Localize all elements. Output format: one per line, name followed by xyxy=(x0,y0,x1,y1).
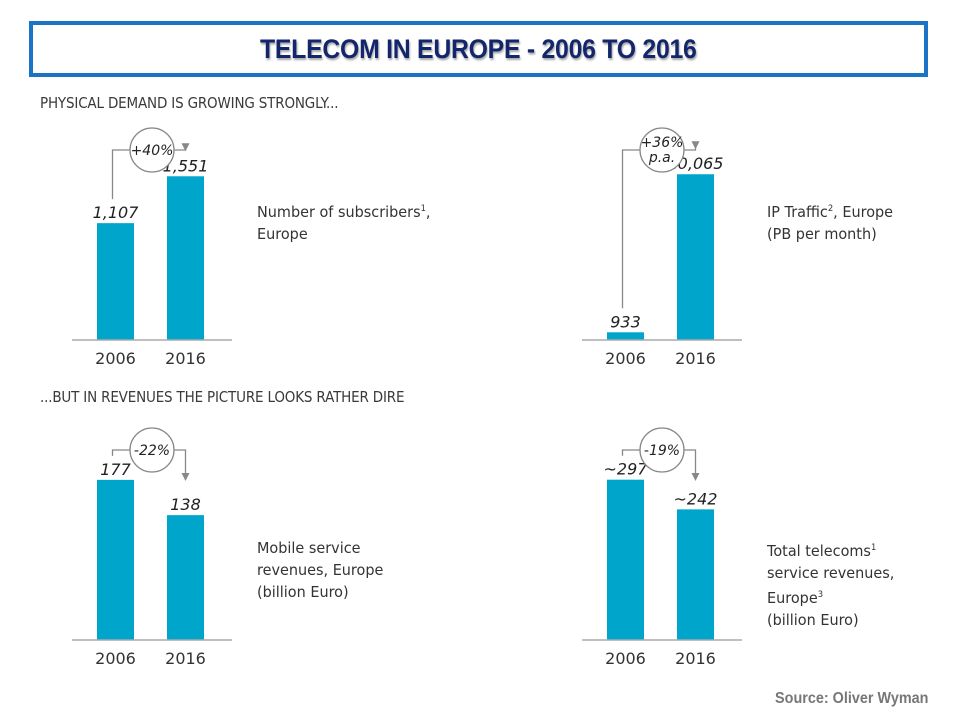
change-label: -19% xyxy=(644,443,680,459)
category-label: 2006 xyxy=(95,649,136,668)
desc-line: service revenues, xyxy=(767,564,895,583)
bracket-left-line xyxy=(111,449,130,456)
section-heading-demand: PHYSICAL DEMAND IS GROWING STRONGLY... xyxy=(40,94,339,112)
bar-2006 xyxy=(97,479,134,640)
arrow-head-icon xyxy=(691,473,700,481)
footnote-marker: 1 xyxy=(870,543,877,553)
value-label: 138 xyxy=(170,495,201,514)
category-label: 2016 xyxy=(165,649,206,668)
chart-desc-total: Total telecoms1 service revenues, Europe… xyxy=(767,537,894,631)
section-heading-revenues: ...BUT IN REVENUES THE PICTURE LOOKS RAT… xyxy=(40,388,405,406)
page-title: TELECOM IN EUROPE - 2006 TO 2016 xyxy=(260,33,697,64)
footnote-marker: 2 xyxy=(827,204,834,214)
change-label: p.a. xyxy=(648,150,675,166)
desc-line: (PB per month) xyxy=(767,225,877,244)
desc-line: IP Traffic xyxy=(767,203,828,222)
arrow-head-icon xyxy=(691,141,700,150)
bracket-left-line xyxy=(621,449,640,456)
chart-desc-subscribers: Number of subscribers1, Europe xyxy=(257,203,431,244)
bracket-left-line xyxy=(621,149,640,309)
desc-line: (billion Euro) xyxy=(767,611,859,630)
change-label: +40% xyxy=(131,143,174,159)
desc-line: Number of subscribers xyxy=(257,203,421,222)
title-box: TELECOM IN EUROPE - 2006 TO 2016 xyxy=(29,21,928,77)
value-label: ~297 xyxy=(604,460,649,479)
bar-2016 xyxy=(677,509,714,640)
category-label: 2016 xyxy=(675,349,716,368)
change-circle xyxy=(639,427,685,473)
change-label: +36% xyxy=(641,135,684,151)
desc-line: Europe xyxy=(767,589,818,608)
footnote-marker: 1 xyxy=(420,204,426,214)
change-circle xyxy=(639,127,685,173)
category-label: 2016 xyxy=(675,649,716,668)
arrow-head-icon xyxy=(181,143,190,152)
arrow-head-icon xyxy=(181,473,190,481)
category-label: 2006 xyxy=(605,349,646,368)
desc-line: Mobile service xyxy=(257,539,361,557)
chart-desc-ip-traffic: IP Traffic2, Europe (PB per month) xyxy=(767,203,894,244)
change-label: -22% xyxy=(134,443,170,459)
change-circle xyxy=(129,427,175,473)
bar-2006 xyxy=(607,479,644,640)
footnote-marker: 3 xyxy=(817,590,824,601)
value-label: 1,107 xyxy=(93,203,140,222)
desc-line: Europe xyxy=(257,225,308,244)
bar-2016 xyxy=(167,515,204,640)
bracket-left-line xyxy=(111,149,130,200)
desc-line: revenues, Europe xyxy=(257,561,384,579)
bracket-right-line xyxy=(684,449,697,474)
bracket-right-line xyxy=(174,449,187,474)
desc-line: (billion Euro) xyxy=(257,583,349,601)
bar-2016 xyxy=(167,176,204,340)
bar-2006 xyxy=(97,223,134,340)
source-note: Source: Oliver Wyman xyxy=(774,690,928,707)
category-label: 2006 xyxy=(605,649,646,668)
change-circle xyxy=(129,127,175,173)
value-label: 1,551 xyxy=(163,156,209,175)
value-label: 177 xyxy=(100,460,131,479)
desc-line: Total telecoms xyxy=(767,542,871,561)
value-label: ~242 xyxy=(674,489,718,508)
bar-2016 xyxy=(677,174,714,340)
category-label: 2006 xyxy=(95,349,136,368)
bar-2006 xyxy=(607,332,644,340)
chart-desc-mobile: Mobile service revenues, Europe (billion… xyxy=(257,537,383,603)
value-label: 933 xyxy=(610,312,641,331)
category-label: 2016 xyxy=(165,349,206,368)
